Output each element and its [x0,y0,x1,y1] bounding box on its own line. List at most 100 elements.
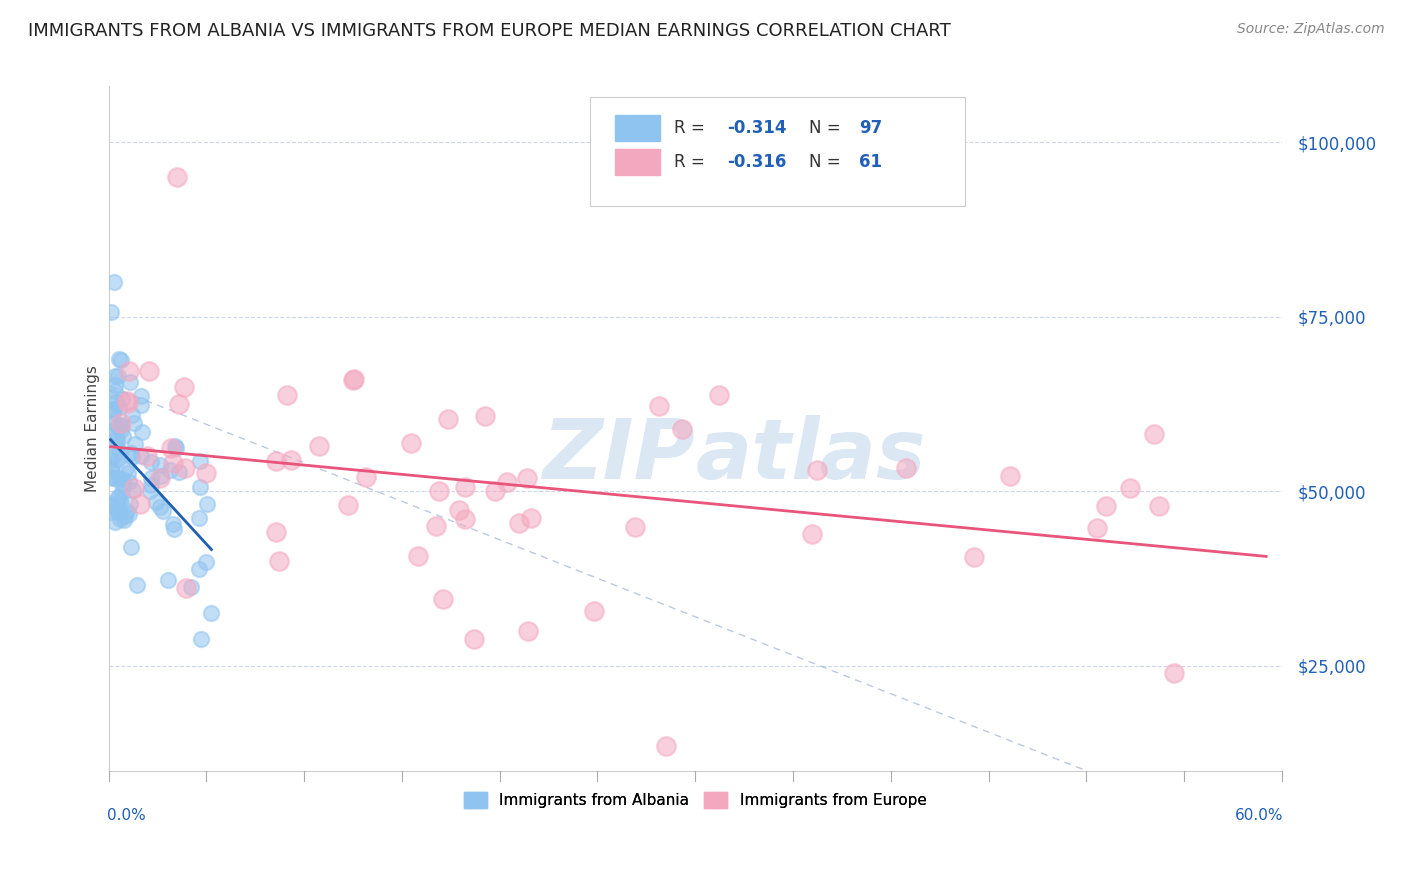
Point [118,475,141,489]
Point [264,525,287,540]
Point [432,592,454,607]
Text: 60.0%: 60.0% [1234,808,1284,823]
Point [103,416,125,430]
Point [120,446,142,460]
Point [100,470,122,484]
Point [266,454,288,468]
Point [1094,500,1116,514]
Point [624,520,647,534]
Point [156,573,179,587]
Point [463,632,485,647]
Point [474,409,496,423]
Point [104,515,127,529]
Point [160,441,183,455]
Point [108,502,131,516]
Point [520,510,543,524]
Point [159,463,181,477]
Point [148,471,170,485]
Point [129,449,152,463]
Point [180,580,202,594]
Text: N =: N = [808,120,846,137]
Point [188,454,211,468]
Point [269,554,291,568]
Point [655,739,678,754]
Point [104,395,127,409]
Point [150,469,173,483]
Point [100,390,122,404]
Point [101,405,124,419]
Text: atlas: atlas [695,416,927,497]
Point [447,502,470,516]
Point [336,498,359,512]
Point [124,481,146,495]
Point [104,369,127,384]
Point [111,473,134,487]
Point [105,501,128,516]
Point [120,376,142,390]
Point [280,452,302,467]
Point [117,396,139,410]
Point [111,429,134,443]
Point [343,372,366,386]
Point [115,461,138,475]
Point [671,422,693,436]
Point [115,393,138,408]
Point [187,511,209,525]
Point [138,364,160,378]
Point [108,512,131,526]
Text: 0.0%: 0.0% [107,808,146,823]
Point [806,463,828,477]
Point [122,483,145,498]
Point [136,449,159,463]
Text: Source: ZipAtlas.com: Source: ZipAtlas.com [1237,22,1385,37]
Point [139,477,162,491]
Point [145,494,167,508]
Point [454,480,477,494]
Point [1000,468,1022,483]
Point [110,416,132,430]
Point [162,457,184,471]
Point [120,540,142,554]
Point [107,490,129,504]
Point [111,485,134,500]
Point [101,424,124,438]
Point [114,513,136,527]
Point [194,466,217,480]
Point [103,470,125,484]
Point [165,441,187,455]
Point [104,378,127,392]
Point [105,419,128,434]
Point [484,484,506,499]
Point [105,440,128,454]
Point [195,556,218,570]
Point [101,402,124,417]
Point [165,439,187,453]
Point [427,483,450,498]
Point [167,465,190,479]
Point [100,304,122,318]
Point [707,388,730,402]
Text: N =: N = [808,153,846,171]
Text: 97: 97 [859,120,883,137]
FancyBboxPatch shape [616,149,659,176]
Point [124,416,146,430]
Point [117,504,139,518]
Point [508,516,530,530]
Point [100,497,122,511]
Point [103,401,125,416]
Point [342,373,364,387]
Point [139,484,162,499]
Point [127,578,149,592]
Point [149,458,172,473]
Point [1163,665,1185,680]
Point [167,396,190,410]
Point [107,369,129,384]
Point [108,445,131,459]
Point [1143,427,1166,442]
Point [152,504,174,518]
Legend: Immigrants from Albania, Immigrants from Europe: Immigrants from Albania, Immigrants from… [458,786,932,814]
Point [190,632,212,646]
Point [111,477,134,491]
Point [582,604,605,618]
Point [105,453,128,467]
